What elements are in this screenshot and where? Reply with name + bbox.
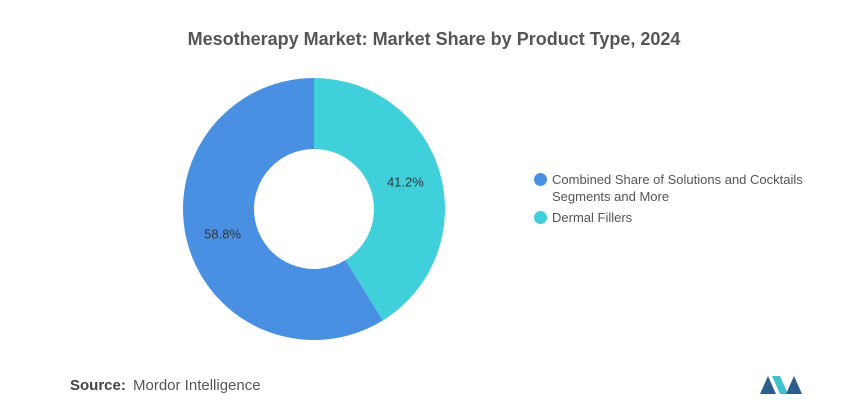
logo xyxy=(760,376,802,394)
legend-label: Combined Share of Solutions and Cocktail… xyxy=(552,172,803,204)
slice xyxy=(183,78,383,341)
legend-item: Dermal Fillers xyxy=(534,209,834,226)
source: Mordor Intelligence xyxy=(133,377,261,394)
source-label: Source: xyxy=(70,377,126,394)
legend-label: Dermal Fillers xyxy=(552,210,633,225)
slice xyxy=(314,78,446,321)
donut: 58.8% 41.2% xyxy=(183,78,446,341)
legend-swatch xyxy=(534,211,547,224)
legend-swatch xyxy=(534,173,547,186)
chart-title: Mesotherapy Market: Market Share by Prod… xyxy=(188,29,681,49)
legend-item: Combined Share of Solutions and Cocktail… xyxy=(534,171,834,205)
data-label: 41.2% xyxy=(387,175,424,190)
data-label: 58.8% xyxy=(204,226,241,241)
